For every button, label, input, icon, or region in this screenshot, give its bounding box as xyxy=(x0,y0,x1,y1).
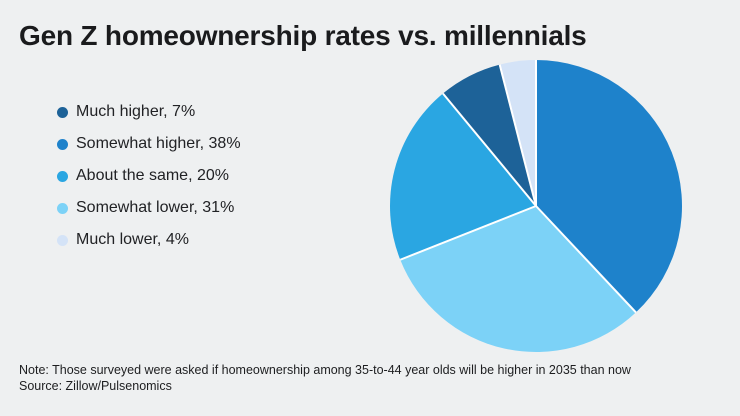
legend-swatch-icon xyxy=(57,202,68,214)
legend-item-about-the-same: About the same, 20% xyxy=(57,165,241,187)
note-text: Note: Those surveyed were asked if homeo… xyxy=(19,363,631,377)
slice-separator xyxy=(535,205,637,314)
pie-slice-somewhat-lower xyxy=(400,206,636,353)
source-text: Source: Zillow/Pulsenomics xyxy=(19,379,172,393)
legend-item-much-lower: Much lower, 4% xyxy=(57,229,241,251)
legend-swatch-icon xyxy=(57,170,68,182)
legend-label: Somewhat lower, 31% xyxy=(76,199,235,216)
legend-swatch-icon xyxy=(57,106,68,118)
slice-separator xyxy=(399,205,537,261)
pie-svg xyxy=(389,60,682,353)
legend-item-much-higher: Much higher, 7% xyxy=(57,101,241,123)
legend: Much higher, 7% Somewhat higher, 38% About… xyxy=(57,101,241,261)
pie-slice-about-the-same xyxy=(389,93,536,260)
legend-label: About the same, 20% xyxy=(76,167,229,184)
legend-swatch-icon xyxy=(57,138,68,150)
slice-separator xyxy=(442,92,537,207)
legend-item-somewhat-higher: Somewhat higher, 38% xyxy=(57,133,241,155)
legend-label: Somewhat higher, 38% xyxy=(76,135,241,152)
footnote: Note: Those surveyed were asked if homeo… xyxy=(19,362,631,394)
legend-swatch-icon xyxy=(57,234,68,246)
pie-slice-much-higher xyxy=(442,64,536,206)
legend-item-somewhat-lower: Somewhat lower, 31% xyxy=(57,197,241,219)
pie-chart xyxy=(386,56,686,356)
pie-slice-somewhat-higher xyxy=(536,60,682,313)
chart-title: Gen Z homeownership rates vs. millennial… xyxy=(19,20,587,51)
legend-label: Much lower, 4% xyxy=(76,231,189,248)
slice-separator xyxy=(498,64,537,207)
legend-label: Much higher, 7% xyxy=(76,103,196,120)
